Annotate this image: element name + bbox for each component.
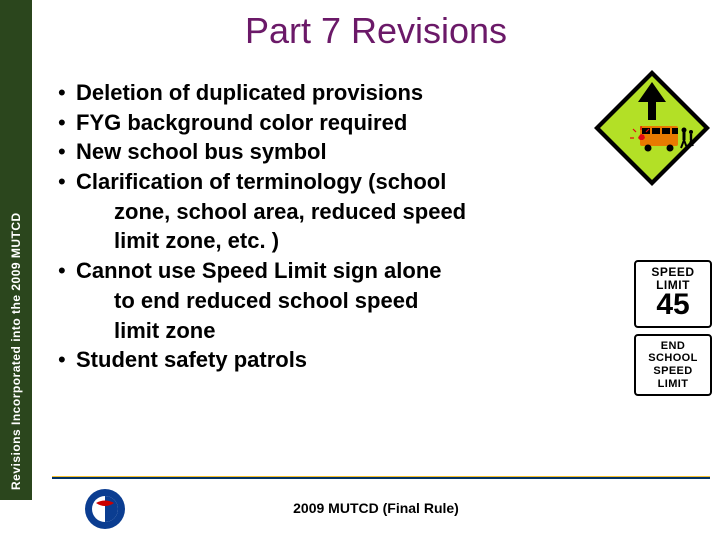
bullet-line: Clarification of terminology (school (76, 169, 446, 194)
bullet-dot: • (58, 256, 76, 286)
footer: 2009 MUTCD (Final Rule) (32, 476, 720, 540)
bullet-dot: • (58, 345, 76, 375)
bullet-cont: limit zone, etc. ) (76, 226, 588, 256)
bullet-dot: • (58, 78, 76, 108)
bullet-cont: to end reduced school speed (76, 286, 588, 316)
bullet-line: Cannot use Speed Limit sign alone (76, 258, 442, 283)
bullet-dot: • (58, 137, 76, 167)
bullet-cont: zone, school area, reduced speed (76, 197, 588, 227)
bullet-list: • Deletion of duplicated provisions • FY… (58, 78, 588, 375)
list-item: • Student safety patrols (58, 345, 588, 375)
bullet-text: Cannot use Speed Limit sign alone to end… (76, 256, 588, 345)
end-school-speed-sign: END SCHOOL SPEED LIMIT (634, 334, 712, 397)
school-bus-sign (592, 68, 712, 188)
speed-number: 45 (638, 291, 708, 320)
list-item: • New school bus symbol (58, 137, 588, 167)
end-line1: END (638, 340, 708, 353)
left-sidebar: Revisions Incorporated into the 2009 MUT… (0, 0, 32, 500)
end-line3: SPEED (638, 365, 708, 378)
bullet-text: FYG background color required (76, 108, 588, 138)
footer-rule (52, 476, 710, 479)
bullet-dot: • (58, 167, 76, 197)
list-item: • Deletion of duplicated provisions (58, 78, 588, 108)
bullet-text: Deletion of duplicated provisions (76, 78, 588, 108)
bullet-cont: limit zone (76, 316, 588, 346)
list-item: • Cannot use Speed Limit sign alone to e… (58, 256, 588, 345)
sidebar-label: Revisions Incorporated into the 2009 MUT… (0, 18, 32, 500)
page-title: Part 7 Revisions (32, 10, 720, 52)
bullet-text: Student safety patrols (76, 345, 588, 375)
end-line4: LIMIT (638, 378, 708, 391)
speed-limit-assembly: SPEED LIMIT 45 END SCHOOL SPEED LIMIT (634, 260, 712, 396)
bullet-text: Clarification of terminology (school zon… (76, 167, 588, 256)
bullet-dot: • (58, 108, 76, 138)
list-item: • FYG background color required (58, 108, 588, 138)
end-line2: SCHOOL (638, 352, 708, 365)
speed-limit-sign: SPEED LIMIT 45 (634, 260, 712, 328)
speed-label-line1: SPEED (638, 266, 708, 279)
bullet-text: New school bus symbol (76, 137, 588, 167)
footer-text: 2009 MUTCD (Final Rule) (32, 500, 720, 516)
list-item: • Clarification of terminology (school z… (58, 167, 588, 256)
